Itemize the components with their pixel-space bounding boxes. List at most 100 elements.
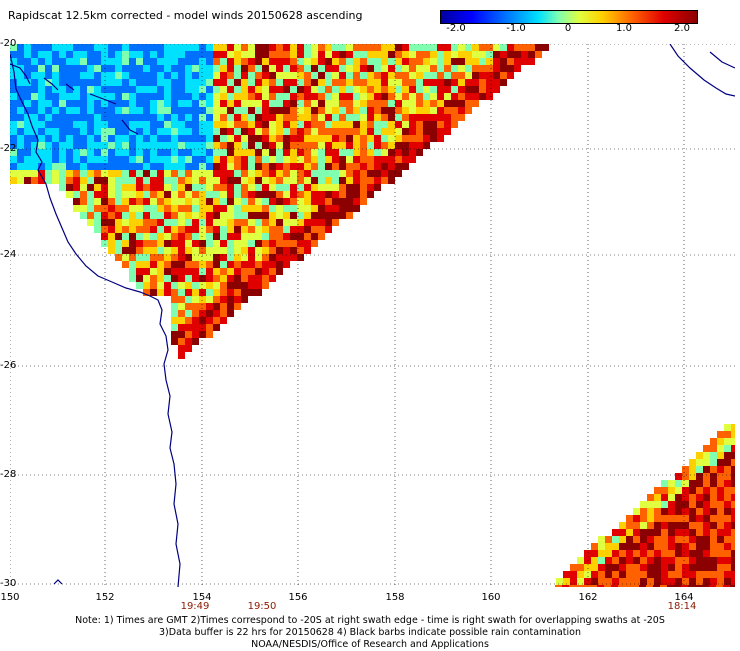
swath-cell (689, 529, 696, 536)
swath-cell (192, 72, 199, 79)
swath-cell (94, 177, 101, 184)
swath-cell (157, 198, 164, 205)
swath-cell (395, 79, 402, 86)
swath-cell (206, 135, 213, 142)
swath-cell (416, 107, 423, 114)
swath-cell (234, 128, 241, 135)
swath-cell (542, 44, 549, 51)
swath-cell (269, 72, 276, 79)
swath-cell (66, 58, 73, 65)
swath-cell (724, 536, 731, 543)
swath-cell (493, 58, 500, 65)
swath-cell (136, 268, 143, 275)
swath-cell (241, 58, 248, 65)
swath-cell (108, 177, 115, 184)
swath-cell (122, 93, 129, 100)
swath-cell (332, 86, 339, 93)
swath-cell (248, 254, 255, 261)
swath-cell (122, 100, 129, 107)
swath-cell (416, 51, 423, 58)
swath-cell (73, 191, 80, 198)
swath-cell (73, 65, 80, 72)
swath-cell (241, 226, 248, 233)
lon-label: 162 (578, 592, 598, 603)
swath-cell (472, 93, 479, 100)
swath-cell (234, 135, 241, 142)
swath-cell (255, 114, 262, 121)
swath-cell (185, 317, 192, 324)
island-norfolk (53, 579, 63, 585)
swath-cell (213, 191, 220, 198)
swath-cell (402, 156, 409, 163)
swath-cell (276, 86, 283, 93)
swath-cell (598, 571, 605, 578)
swath-cell (24, 135, 31, 142)
swath-cell (87, 58, 94, 65)
swath-cell (234, 296, 241, 303)
swath-cell (10, 44, 17, 51)
swath-cell (283, 121, 290, 128)
swath-cell (618, 585, 625, 587)
swath-cell (367, 170, 374, 177)
swath-cell (178, 51, 185, 58)
swath-cell (262, 247, 269, 254)
swath-cell (325, 121, 332, 128)
swath-cell (731, 557, 735, 564)
swath-cell (255, 240, 262, 247)
swath-cell (703, 494, 710, 501)
swath-cell (45, 114, 52, 121)
swath-cell (262, 107, 269, 114)
swath-cell (248, 205, 255, 212)
swath-cell (24, 65, 31, 72)
swath-cell (10, 100, 17, 107)
swath-cell (661, 557, 668, 564)
swath-cell (24, 93, 31, 100)
swath-cell (710, 550, 717, 557)
swath-cell (171, 107, 178, 114)
swath-cell (703, 564, 710, 571)
swath-cell (283, 58, 290, 65)
swath-cell (185, 177, 192, 184)
swath-cell (10, 114, 17, 121)
swath-cell (269, 128, 276, 135)
swath-cell (262, 191, 269, 198)
swath-cell (262, 282, 269, 289)
swath-cell (731, 438, 735, 445)
swath-cell (164, 240, 171, 247)
swath-cell (416, 79, 423, 86)
swath-cell (31, 86, 38, 93)
swath-cell (696, 543, 703, 550)
swath-cell (80, 44, 87, 51)
swath-cell (185, 100, 192, 107)
swath-cell (171, 205, 178, 212)
swath-cell (206, 44, 213, 51)
swath-cell (353, 58, 360, 65)
swath-cell (409, 72, 416, 79)
swath-cell (73, 163, 80, 170)
swath-cell (129, 261, 136, 268)
swath-cell (325, 149, 332, 156)
swath-cell (192, 93, 199, 100)
swath-cell (171, 338, 178, 345)
swath-cell (66, 100, 73, 107)
swath-cell (346, 128, 353, 135)
swath-cell (423, 100, 430, 107)
swath-cell (108, 121, 115, 128)
swath-cell (87, 44, 94, 51)
swath-cell (150, 44, 157, 51)
swath-cell (444, 51, 451, 58)
swath-cell (192, 205, 199, 212)
swath-cell (150, 135, 157, 142)
swath-cell (318, 142, 325, 149)
swath-cell (192, 149, 199, 156)
swath-cell (206, 51, 213, 58)
swath-cell (143, 156, 150, 163)
swath-cell (220, 219, 227, 226)
swath-time: 18:14 (667, 601, 697, 612)
swath-cell (241, 149, 248, 156)
swath-cell (31, 65, 38, 72)
swath-cell (276, 184, 283, 191)
swath-cell (717, 522, 724, 529)
swath-cell (136, 282, 143, 289)
swath-cell (52, 107, 59, 114)
